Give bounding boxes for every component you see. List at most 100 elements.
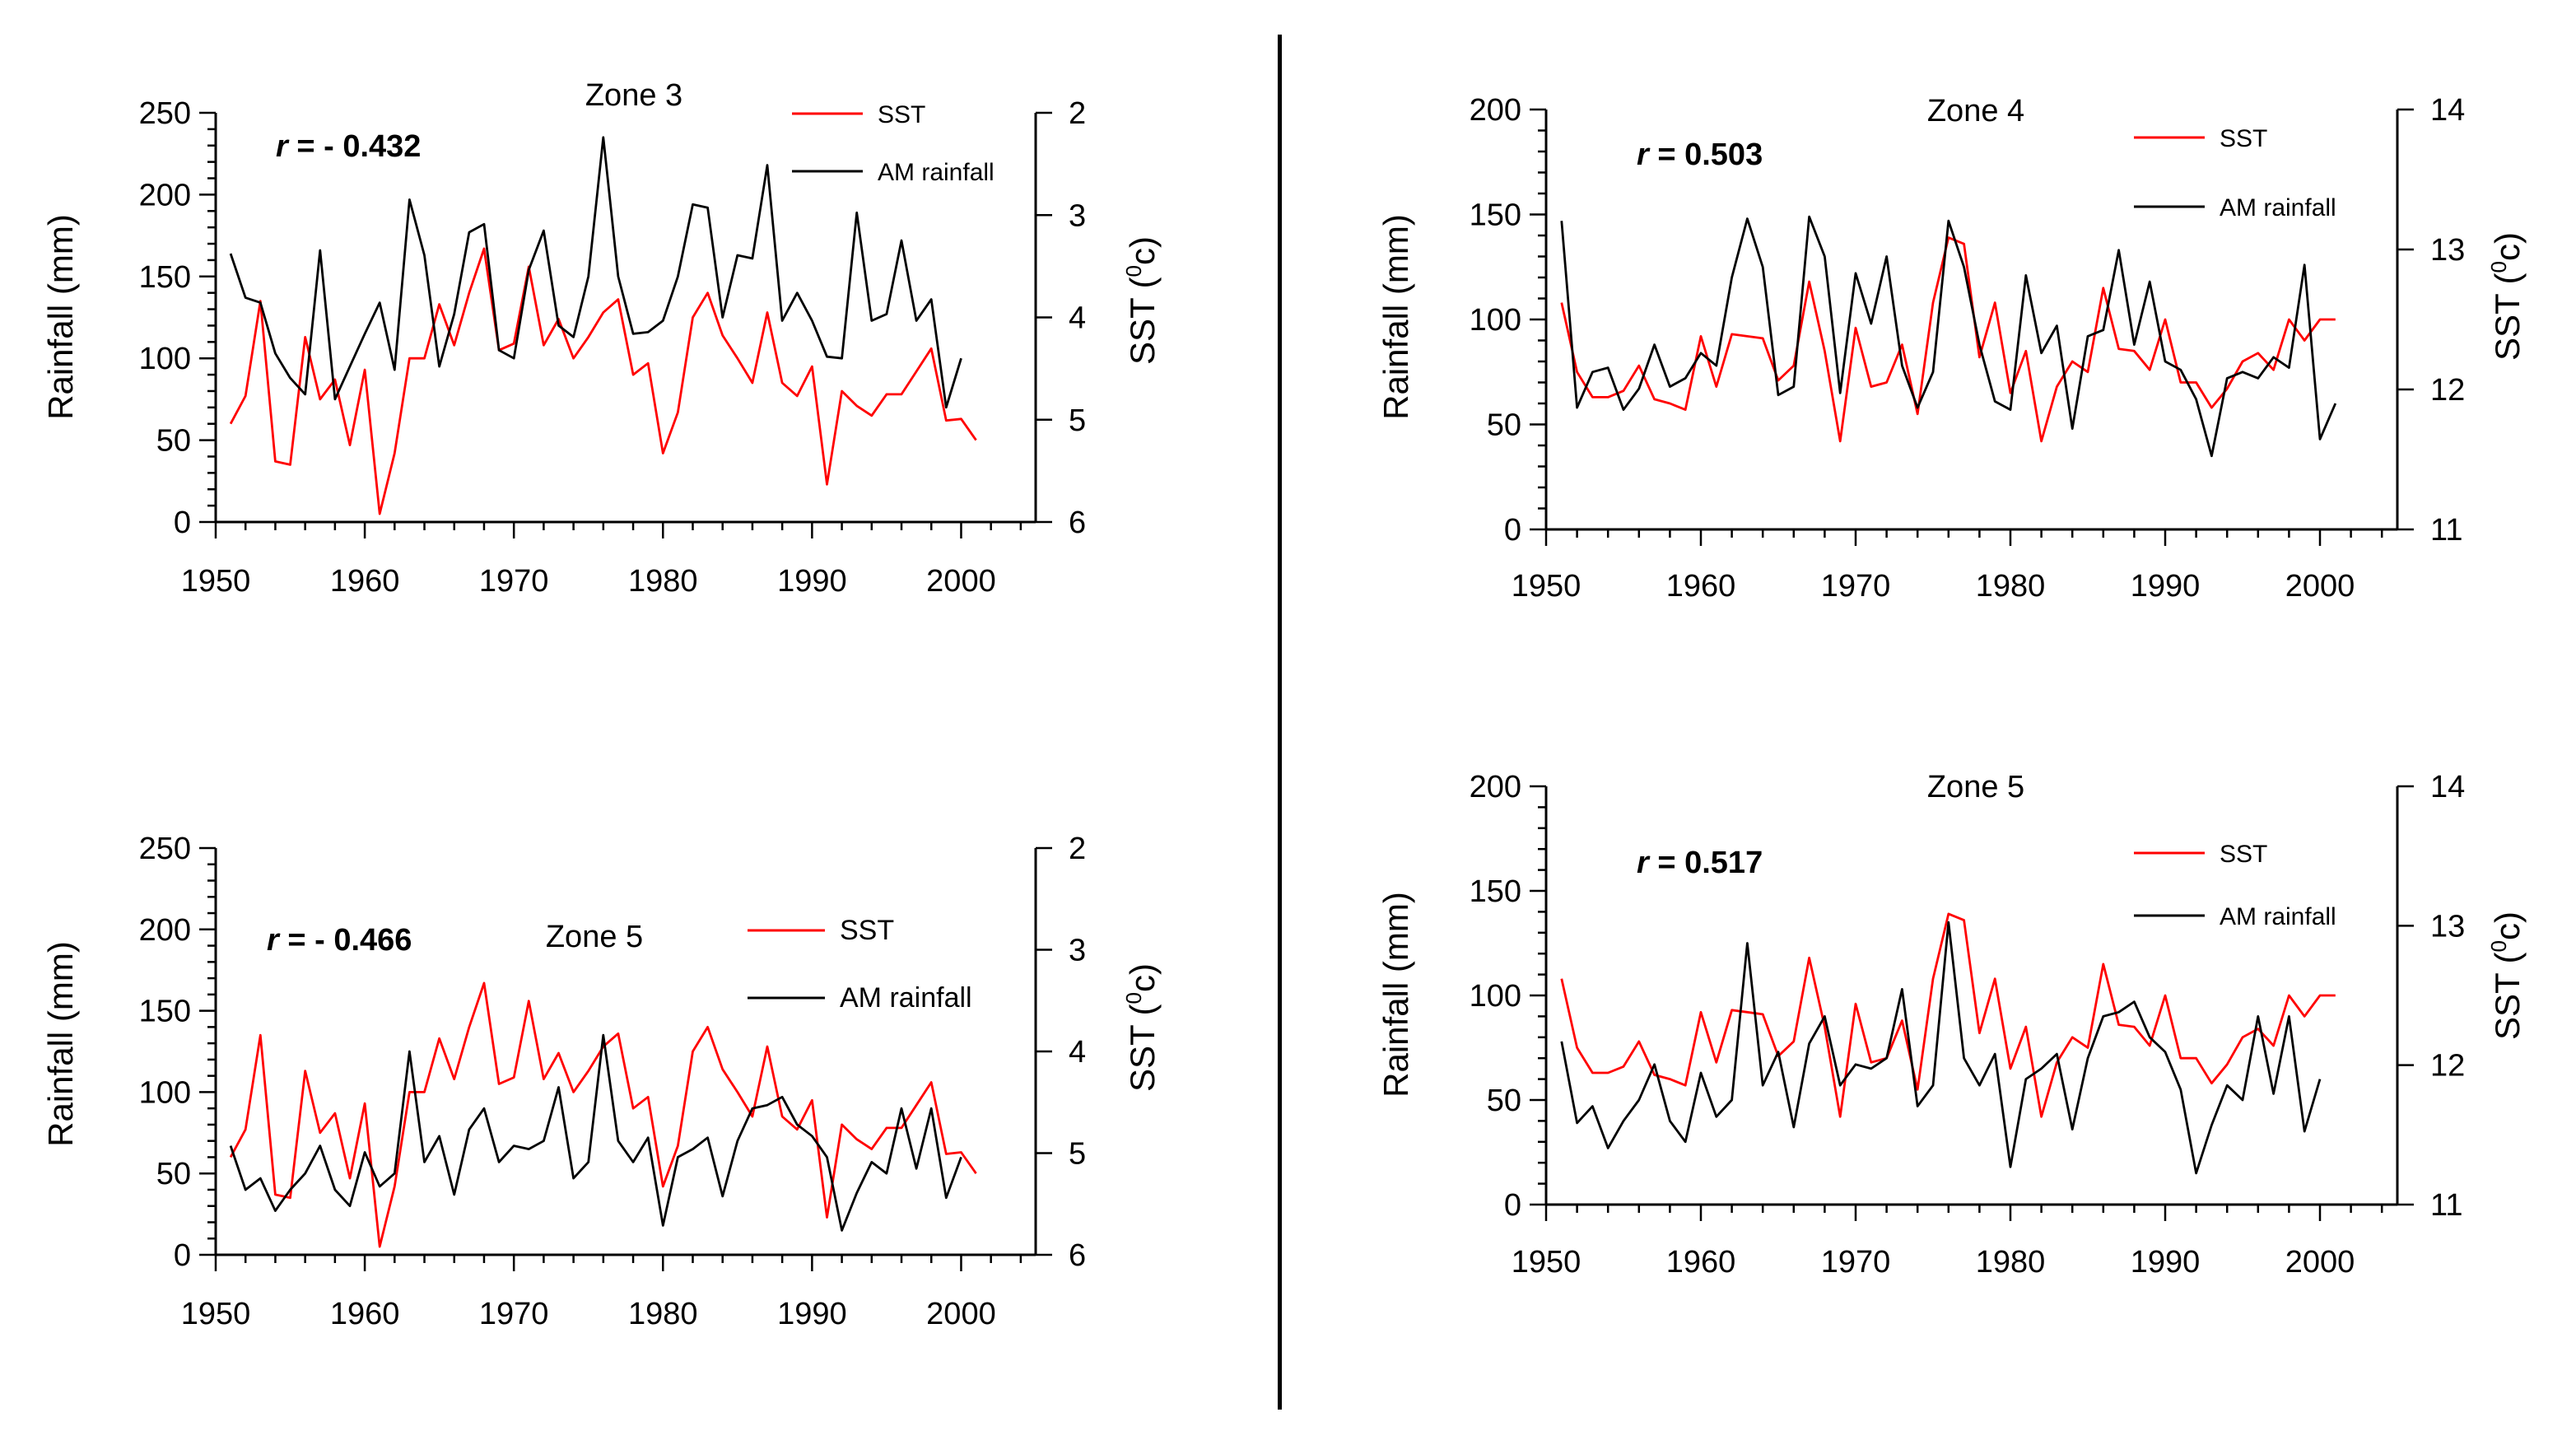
y-axis-label: Rainfall (mm) (1377, 892, 1415, 1098)
x-tick-label: 1960 (1666, 1245, 1736, 1280)
y-tick-label: 100 (1470, 303, 1521, 338)
y-tick-label: 100 (139, 1075, 191, 1110)
y2-tick-label: 13 (2430, 233, 2465, 268)
y2-tick-label: 6 (1069, 1238, 1086, 1273)
y-tick-label: 250 (139, 96, 191, 131)
y-tick-label: 150 (139, 260, 191, 295)
y2-tick-label: 3 (1069, 198, 1086, 233)
y-tick-label: 0 (174, 506, 191, 540)
chart-title: Zone 5 (1927, 770, 2024, 804)
legend-label: AM rainfall (840, 982, 972, 1014)
correlation-annotation: r = - 0.432 (276, 129, 421, 164)
x-tick-label: 2000 (926, 564, 996, 599)
y2-tick-label: 4 (1069, 1035, 1086, 1070)
panel-panel-bottom-right: 0 50 100 150 200 11 12 13 14 1950 1960 1970 1980 1990… (1377, 770, 2527, 1280)
series-line-am-rainfall (1560, 921, 2322, 1175)
x-tick-label: 1950 (181, 564, 251, 599)
x-tick-label: 2000 (2285, 1245, 2355, 1280)
y2-tick-label: 5 (1069, 1137, 1086, 1172)
x-tick-label: 1950 (181, 1297, 251, 1331)
y-tick-label: 100 (1470, 979, 1521, 1014)
series-line-sst (1560, 912, 2336, 1118)
y-axis-label: Rainfall (mm) (41, 214, 80, 420)
chart-title: Zone 4 (1927, 94, 2024, 128)
y-tick-label: 250 (139, 832, 191, 866)
x-tick-label: 1990 (777, 1297, 847, 1331)
y2-axis-label: SST (0c) (2486, 232, 2527, 361)
x-tick-label: 1990 (2131, 569, 2201, 604)
y2-tick-label: 4 (1069, 301, 1086, 336)
legend-label: SST (840, 915, 894, 946)
x-tick-label: 1950 (1512, 569, 1581, 604)
legend-label: SST (878, 101, 925, 128)
series-line-sst (1560, 236, 2336, 443)
chart-title: Zone 3 (585, 78, 682, 113)
y2-tick-label: 11 (2430, 1188, 2462, 1223)
legend-label: AM rainfall (878, 159, 995, 186)
y-tick-label: 150 (1470, 874, 1521, 909)
y-tick-label: 200 (1470, 93, 1521, 128)
y2-tick-label: 2 (1069, 96, 1086, 131)
y-tick-label: 0 (1504, 513, 1521, 548)
y-tick-label: 50 (156, 1157, 191, 1191)
y-tick-label: 200 (139, 178, 191, 212)
y2-tick-label: 11 (2430, 513, 2462, 548)
correlation-annotation: r = 0.517 (1637, 846, 1763, 880)
y-axis-label: Rainfall (mm) (1377, 214, 1415, 420)
x-tick-label: 2000 (2285, 569, 2355, 604)
y-tick-label: 50 (156, 424, 191, 459)
series-line-sst (229, 247, 977, 515)
panel-panel-bottom-left: 0 50 100 150 200 250 2 3 4 5 6 1950 1960 1970 1980 1990… (41, 832, 1162, 1331)
panel-panel-top-left: 0 50 100 150 200 250 2 3 4 5 6 1950 1960 1970 1980 1990… (41, 78, 1162, 599)
x-tick-label: 2000 (926, 1297, 996, 1331)
y-tick-label: 50 (1487, 1084, 1521, 1118)
y-axis-label: Rainfall (mm) (41, 941, 80, 1147)
y2-tick-label: 14 (2430, 93, 2465, 128)
y2-tick-label: 13 (2430, 909, 2465, 944)
y2-axis-label: SST (0c) (1121, 236, 1162, 365)
legend-label: SST (2220, 841, 2267, 868)
y2-tick-label: 3 (1069, 934, 1086, 968)
series-line-am-rainfall (229, 1033, 962, 1232)
x-tick-label: 1950 (1512, 1245, 1581, 1280)
y2-axis-label: SST (0c) (2486, 911, 2527, 1040)
x-tick-label: 1970 (479, 564, 549, 599)
x-tick-label: 1960 (330, 1297, 400, 1331)
x-tick-label: 1990 (777, 564, 847, 599)
x-tick-label: 1990 (2131, 1245, 2201, 1280)
series-line-am-rainfall (229, 136, 962, 409)
vertical-divider (1278, 35, 1282, 1410)
y2-tick-label: 2 (1069, 832, 1086, 866)
y2-tick-label: 12 (2430, 373, 2465, 408)
y-tick-label: 50 (1487, 408, 1521, 443)
y-tick-label: 100 (139, 342, 191, 376)
series-line-am-rainfall (1560, 215, 2337, 458)
y-tick-label: 0 (1504, 1188, 1521, 1223)
x-tick-label: 1980 (628, 1297, 698, 1331)
y-tick-label: 200 (1470, 770, 1521, 804)
series-line-sst (229, 981, 977, 1248)
x-tick-label: 1980 (628, 564, 698, 599)
legend-label: AM rainfall (2220, 194, 2336, 221)
chart-title: Zone 5 (546, 920, 643, 954)
x-tick-label: 1970 (1821, 1245, 1891, 1280)
x-tick-label: 1980 (1976, 569, 2046, 604)
y-tick-label: 0 (174, 1238, 191, 1273)
y2-tick-label: 14 (2430, 770, 2465, 804)
x-tick-label: 1960 (1666, 569, 1736, 604)
y-tick-label: 150 (1470, 198, 1521, 233)
correlation-annotation: r = 0.503 (1637, 138, 1763, 172)
y2-axis-label: SST (0c) (1121, 963, 1162, 1092)
legend-label: SST (2220, 125, 2267, 152)
y2-tick-label: 12 (2430, 1049, 2465, 1084)
x-tick-label: 1970 (479, 1297, 549, 1331)
y2-tick-label: 5 (1069, 403, 1086, 438)
x-tick-label: 1960 (330, 564, 400, 599)
x-tick-label: 1970 (1821, 569, 1891, 604)
correlation-annotation: r = - 0.466 (267, 923, 412, 958)
x-tick-label: 1980 (1976, 1245, 2046, 1280)
legend-label: AM rainfall (2220, 903, 2336, 930)
panel-panel-top-right: 0 50 100 150 200 11 12 13 14 1950 1960 1970 1980 1990… (1377, 93, 2527, 604)
